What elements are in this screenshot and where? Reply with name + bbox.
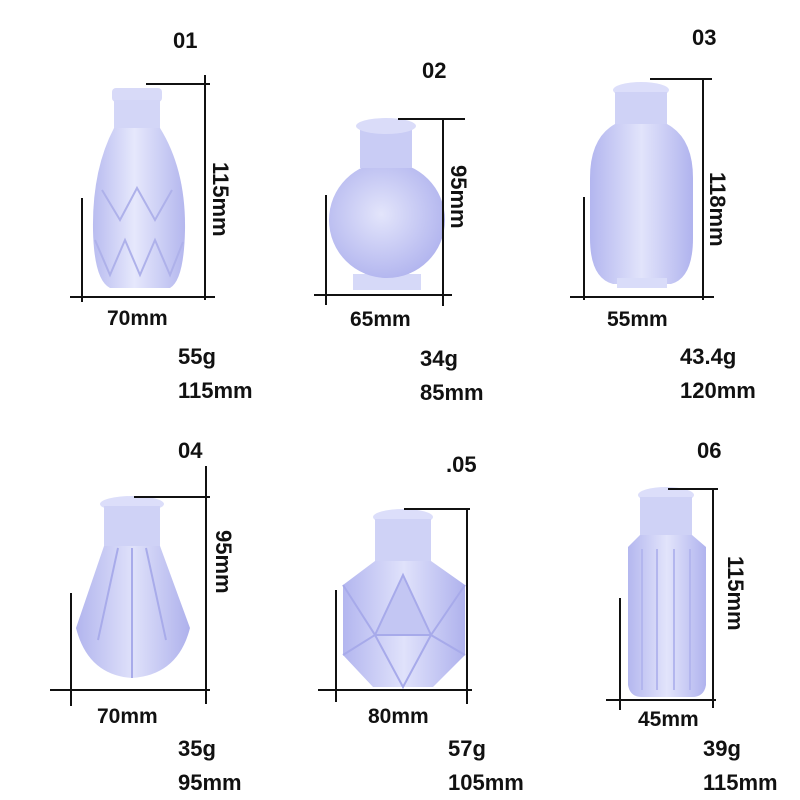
height-marker-top: [398, 118, 465, 120]
width-label: 45mm: [638, 708, 699, 731]
mold-number: 02: [422, 58, 447, 83]
height-label: 95mm: [211, 530, 236, 594]
size-label: 115mm: [703, 770, 778, 795]
mold-number: 03: [692, 25, 717, 50]
width-line: [70, 296, 215, 298]
weight-label: 55g: [178, 344, 216, 369]
mold-number: 06: [697, 438, 722, 463]
height-line: [205, 466, 207, 704]
width-line: [606, 699, 716, 701]
weight-label: 39g: [703, 736, 741, 761]
width-label: 55mm: [607, 308, 668, 331]
bottle-mold-04: [76, 496, 190, 678]
bottle-mold-02: [329, 118, 445, 290]
mold-number: 04: [178, 438, 203, 463]
height-label: 118mm: [705, 172, 730, 247]
height-line: [466, 508, 468, 704]
mold-number: 01: [173, 28, 198, 53]
width-line-left: [81, 198, 83, 302]
size-label: 95mm: [178, 770, 242, 795]
height-label: 115mm: [723, 556, 748, 631]
weight-label: 34g: [420, 346, 458, 371]
size-label: 120mm: [680, 378, 756, 403]
bottle-mold-06: [628, 487, 706, 697]
height-marker-top: [404, 508, 470, 510]
height-line: [442, 118, 444, 306]
width-line-left: [335, 590, 337, 702]
height-line: [702, 78, 704, 300]
height-marker-top: [134, 496, 210, 498]
width-label: 70mm: [107, 307, 168, 330]
weight-label: 57g: [448, 736, 486, 761]
bottle-mold-03: [590, 82, 693, 288]
bottle-mold-05: [342, 509, 466, 690]
width-line: [570, 296, 714, 298]
weight-label: 35g: [178, 736, 216, 761]
height-line: [712, 488, 714, 708]
height-line: [204, 75, 206, 300]
height-marker-top: [146, 83, 210, 85]
width-label: 80mm: [368, 705, 429, 728]
weight-label: 43.4g: [680, 344, 737, 369]
size-label: 115mm: [178, 378, 253, 403]
height-marker-top: [650, 78, 712, 80]
size-label: 105mm: [448, 770, 524, 795]
width-label: 70mm: [97, 705, 158, 728]
width-line-left: [583, 197, 585, 300]
bottle-mold-01: [92, 88, 186, 288]
size-label: 85mm: [420, 380, 484, 405]
width-line-left: [325, 195, 327, 305]
mold-number: .05: [446, 452, 477, 477]
height-marker-top: [668, 488, 718, 490]
height-label: 95mm: [446, 165, 471, 229]
width-line-left: [70, 593, 72, 706]
width-line-left: [619, 598, 621, 710]
width-label: 65mm: [350, 308, 411, 331]
width-line: [318, 689, 472, 691]
height-label: 115mm: [208, 162, 233, 237]
width-line: [50, 689, 210, 691]
width-line: [314, 294, 452, 296]
